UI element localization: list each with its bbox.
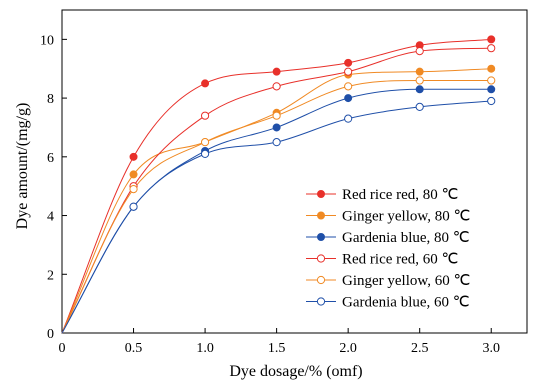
plot-border xyxy=(61,9,528,334)
legend-marker xyxy=(316,211,325,220)
data-point xyxy=(415,102,424,112)
y-tick-label: 2 xyxy=(47,268,54,283)
data-point xyxy=(487,35,496,44)
data-point xyxy=(272,82,281,91)
data-point xyxy=(200,138,210,147)
data-point xyxy=(344,94,353,103)
y-tick-label: 0 xyxy=(47,327,54,342)
legend-label: Gardenia blue, 80 ℃ xyxy=(342,230,470,246)
data-points xyxy=(129,35,496,211)
data-point xyxy=(272,111,281,120)
x-tick-label: 3.0 xyxy=(482,341,500,356)
x-axis: 0 0.5 1.0 1.5 2.0 2.5 3.0 xyxy=(59,328,500,356)
x-tick-label: 1.0 xyxy=(196,341,214,356)
y-tick-label: 10 xyxy=(40,33,54,48)
data-point xyxy=(129,152,138,161)
legend-marker xyxy=(316,232,325,241)
data-point xyxy=(200,149,210,158)
y-tick-label: 4 xyxy=(47,210,54,225)
data-point xyxy=(129,202,138,211)
data-point xyxy=(415,47,424,56)
x-tick-label: 0.5 xyxy=(125,341,143,356)
legend: Red rice red, 80 ℃ Ginger yellow, 80 ℃ Gar… xyxy=(306,187,470,311)
data-point xyxy=(200,111,210,120)
data-point xyxy=(129,170,138,179)
data-point xyxy=(201,79,210,88)
data-point xyxy=(272,138,281,147)
data-point xyxy=(415,85,424,94)
x-axis-title: Dye dosage/% (omf) xyxy=(229,363,362,380)
data-point xyxy=(415,76,424,85)
x-tick-label: 1.5 xyxy=(268,341,286,356)
data-point xyxy=(487,64,496,73)
legend-label: Red rice red, 80 ℃ xyxy=(342,187,458,203)
data-point xyxy=(487,44,496,53)
data-point xyxy=(272,67,281,76)
data-point xyxy=(487,85,496,94)
data-point xyxy=(344,82,353,91)
legend-marker xyxy=(316,189,325,198)
legend-label: Ginger yellow, 60 ℃ xyxy=(342,273,470,289)
y-tick-label: 8 xyxy=(47,92,54,107)
data-point xyxy=(487,96,496,106)
data-point xyxy=(272,123,281,132)
x-tick-label: 2.5 xyxy=(411,341,429,356)
y-tick-label: 6 xyxy=(47,151,54,166)
x-tick-label: 0 xyxy=(59,341,66,356)
legend-label: Ginger yellow, 80 ℃ xyxy=(342,209,470,225)
data-point xyxy=(344,114,353,123)
data-point xyxy=(344,58,353,67)
legend-marker xyxy=(316,275,326,285)
data-point xyxy=(415,67,424,76)
data-point xyxy=(129,185,138,194)
data-point xyxy=(344,67,353,76)
y-axis-title: Dye amount/(mg/g) xyxy=(14,103,31,230)
legend-marker xyxy=(316,254,326,263)
legend-marker xyxy=(316,297,326,306)
y-axis: 0 2 4 6 8 10 xyxy=(40,33,67,342)
data-point xyxy=(487,76,496,85)
legend-label: Red rice red, 60 ℃ xyxy=(342,252,458,268)
legend-label: Gardenia blue, 60 ℃ xyxy=(342,295,470,311)
plot-frame xyxy=(61,9,528,334)
x-tick-label: 2.0 xyxy=(339,341,357,356)
